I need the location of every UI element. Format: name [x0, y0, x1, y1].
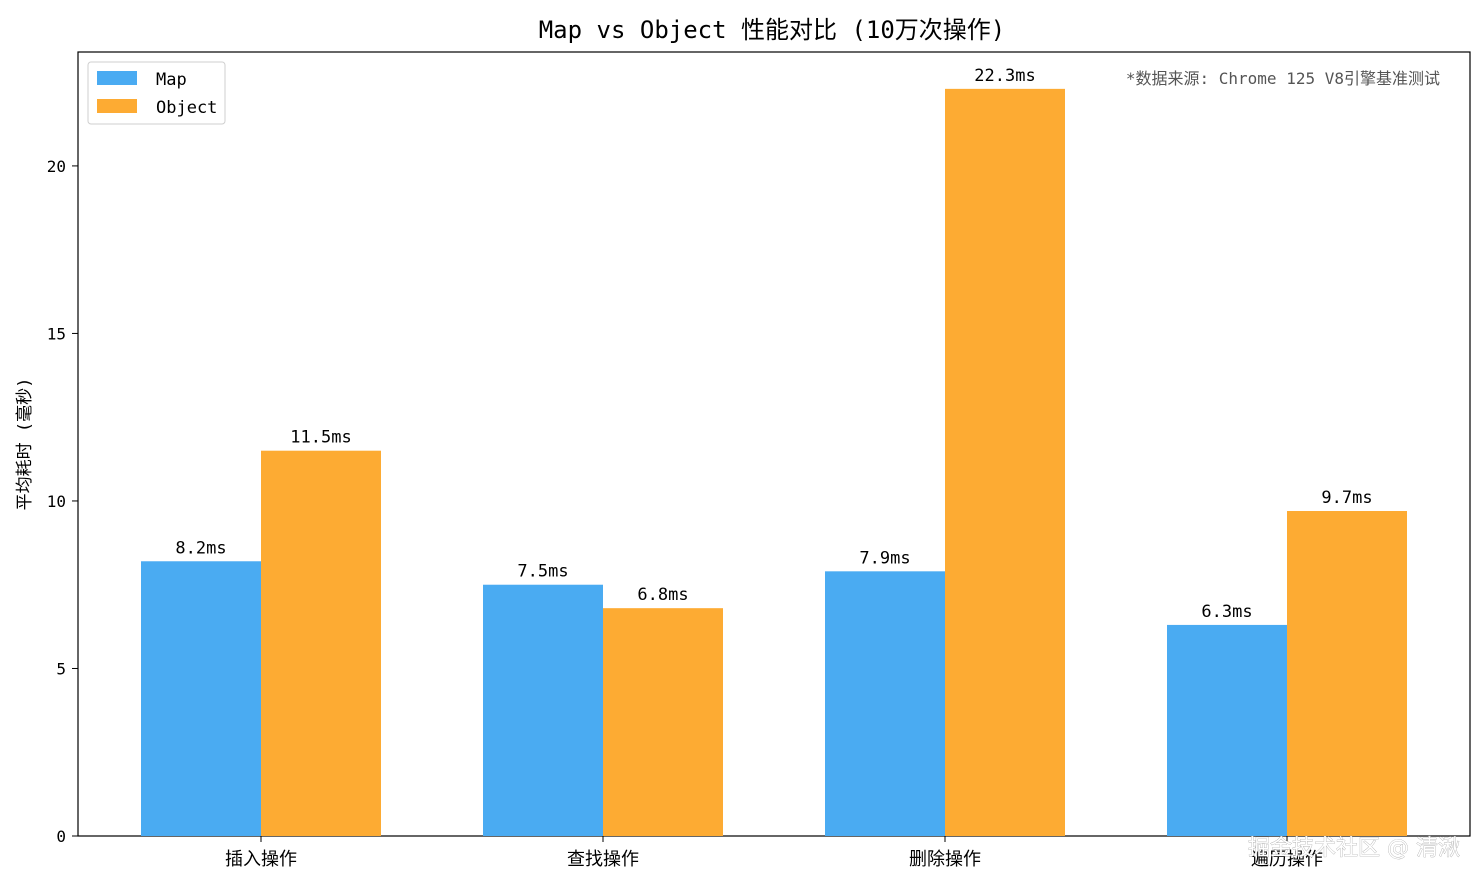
chart-title: Map vs Object 性能对比 (10万次操作) [539, 16, 1006, 44]
legend: Map Object [87, 61, 226, 125]
x-tick-label: 插入操作 [225, 849, 297, 870]
data-label-object-0: 11.5ms [290, 428, 351, 448]
y-tick-label: 15 [47, 324, 66, 343]
data-label-map-2: 7.9ms [859, 548, 910, 568]
bar-object-3 [1287, 511, 1407, 836]
y-axis-label: 平均耗时 (毫秒) [15, 378, 35, 511]
data-label-object-1: 6.8ms [637, 585, 688, 605]
y-tick-label: 20 [47, 157, 66, 176]
y-axis: 0 5 10 15 20 [47, 157, 78, 846]
plot-area-frame [77, 51, 1471, 837]
y-tick-label: 5 [56, 659, 66, 678]
legend-swatch-object [97, 99, 137, 113]
legend-swatch-map [97, 71, 137, 85]
x-tick-label: 删除操作 [909, 849, 981, 870]
bar-object-2 [945, 88, 1065, 837]
legend-label-map: Map [156, 70, 187, 90]
x-tick-label: 遍历操作 [1251, 849, 1323, 870]
data-label-map-0: 8.2ms [175, 538, 226, 558]
bars [141, 88, 1407, 837]
data-label-map-1: 7.5ms [517, 562, 568, 582]
y-tick-label: 0 [56, 827, 66, 846]
bar-map-0 [141, 561, 261, 836]
bar-map-3 [1167, 624, 1287, 836]
bar-map-2 [825, 571, 945, 836]
data-labels: 8.2ms 11.5ms 7.5ms 6.8ms 7.9ms 22.3ms 6.3ms 9.7… [175, 66, 1372, 622]
bar-object-1 [603, 608, 723, 836]
watermark: 掘金技术社区 @ 清湫 [1248, 836, 1460, 861]
data-label-object-2: 22.3ms [974, 66, 1035, 86]
bar-object-0 [261, 450, 381, 836]
x-tick-label: 查找操作 [567, 849, 639, 870]
legend-label-object: Object [156, 98, 217, 118]
y-tick-label: 10 [47, 492, 66, 511]
bar-map-1 [483, 584, 603, 836]
data-label-map-3: 6.3ms [1201, 602, 1252, 622]
data-source-note: *数据来源: Chrome 125 V8引擎基准测试 [1126, 69, 1440, 88]
data-label-object-3: 9.7ms [1321, 488, 1372, 508]
x-axis: 插入操作 查找操作 删除操作 遍历操作 [225, 836, 1323, 870]
